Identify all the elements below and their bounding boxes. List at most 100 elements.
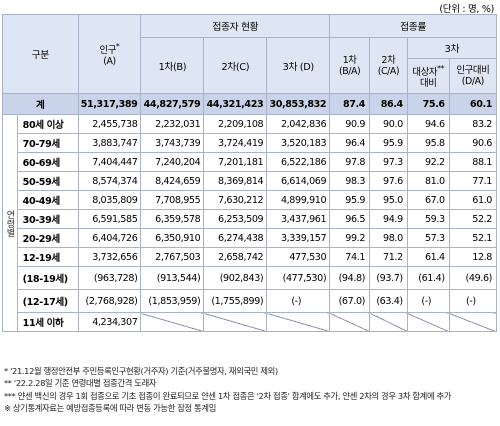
dose1-cell: 7,240,204 <box>140 152 205 172</box>
rate2-header: 2차 (C/A) <box>369 37 408 94</box>
age-label: 60-69세 <box>16 152 79 172</box>
dose1-cell: (913,544) <box>140 266 205 290</box>
population-cell: (963,728) <box>77 266 142 290</box>
age-label: 20-29세 <box>16 228 79 248</box>
dose2-cell: 7,201,181 <box>203 152 268 172</box>
rate3-target-cell: 61.4 <box>406 247 450 267</box>
empty-cell <box>203 312 268 332</box>
dose3-cell: (477,530) <box>266 266 331 290</box>
rate3-target-cell: 59.3 <box>406 209 450 229</box>
age-label: 12-19세 <box>16 247 79 267</box>
rate2-cell: 98.0 <box>369 228 408 248</box>
dose1-cell: (1,853,959) <box>140 289 205 313</box>
population-cell: 6,404,726 <box>77 228 142 248</box>
dose2-cell: 8,369,814 <box>203 171 268 191</box>
population-cell: (2,768,928) <box>77 289 142 313</box>
footnote: ※ 상기통계자료는 예방접종등록에 따라 변동 가능한 잠정 통계임 <box>4 402 216 413</box>
total-population: 51,317,389 <box>77 93 142 115</box>
table-row: 11세 이하 4,234,307 <box>3 312 498 332</box>
population-cell: 8,035,809 <box>77 190 142 210</box>
age-group-label: 연령별 <box>2 114 18 332</box>
dose1-cell: 8,424,659 <box>140 171 205 191</box>
rate3-target-cell: 92.2 <box>406 152 450 172</box>
dose3-header: 3차 (D) <box>266 37 331 94</box>
empty-cell <box>406 312 450 332</box>
age-label: 80세 이상 <box>16 114 79 134</box>
age-label: (18-19세) <box>16 266 79 290</box>
rate3-target-cell: (-) <box>406 289 450 313</box>
dose1-cell: 3,743,739 <box>140 133 205 153</box>
table-row: 40-49세 8,035,809 7,708,955 7,630,212 4,8… <box>3 190 498 210</box>
footnote: * '21.12월 행정안전부 주민등록인구현황(거주자) 기준(거주불명자, … <box>4 366 278 376</box>
rate1-cell: 97.8 <box>329 152 371 172</box>
table-row: 12-19세 3,732,656 2,767,503 2,658,742 477… <box>3 247 498 267</box>
rate3-target-cell: 81.0 <box>406 171 450 191</box>
rate3-pop-cell: 52.2 <box>448 209 498 229</box>
dose3-cell: (-) <box>266 289 331 313</box>
empty-cell <box>266 312 331 332</box>
dose2-cell: 7,630,212 <box>203 190 268 210</box>
dose1-header: 1차(B) <box>140 37 205 94</box>
dose1-cell: 6,359,578 <box>140 209 205 229</box>
dose1-cell: 6,350,910 <box>140 228 205 248</box>
rate1-cell: 96.5 <box>329 209 371 229</box>
rate1-cell: 96.4 <box>329 133 371 153</box>
dose3-cell: 3,520,183 <box>266 133 331 153</box>
rate3-pop-header: 인구대비 (D/A) <box>448 58 498 94</box>
rate3-pop-cell: 88.1 <box>448 152 498 172</box>
rate3-pop-cell: 61.0 <box>448 190 498 210</box>
rate2-cell: 71.2 <box>369 247 408 267</box>
table-row: 70-79세 3,883,747 3,743,739 3,724,419 3,5… <box>3 133 498 153</box>
dose2-cell: 2,658,742 <box>203 247 268 267</box>
footnotes: * '21.12월 행정안전부 주민등록인구현황(거주자) 기준(거주불명자, … <box>4 365 498 414</box>
age-label: 40-49세 <box>16 190 79 210</box>
dose3-cell: 6,614,069 <box>266 171 331 191</box>
rate2-cell: (63.4) <box>369 289 408 313</box>
rate3-pop-cell: 77.1 <box>448 171 498 191</box>
age-label: 11세 이하 <box>16 312 79 332</box>
rate-header: 접종률 <box>329 14 497 38</box>
dose3-cell: 2,042,836 <box>266 114 331 134</box>
dose3-cell: 3,339,157 <box>266 228 331 248</box>
dose2-cell: 2,209,108 <box>203 114 268 134</box>
population-cell: 6,591,585 <box>77 209 142 229</box>
dose2-header: 2차(C) <box>203 37 268 94</box>
empty-cell <box>329 312 371 332</box>
rate2-cell: 97.3 <box>369 152 408 172</box>
rate3-pop-cell: (49.6) <box>448 266 498 290</box>
population-cell: 7,404,447 <box>77 152 142 172</box>
rate2-cell: 95.9 <box>369 133 408 153</box>
empty-cell <box>140 312 205 332</box>
rate3-target-cell: 57.3 <box>406 228 450 248</box>
rate3-header: 3차 <box>406 37 498 59</box>
rate1-cell: 95.9 <box>329 190 371 210</box>
rate1-cell: (94.8) <box>329 266 371 290</box>
rate2-cell: (93.7) <box>369 266 408 290</box>
rate3-target-cell: 67.0 <box>406 190 450 210</box>
table-row: 60-69세 7,404,447 7,240,204 7,201,181 6,5… <box>3 152 498 172</box>
population-cell: 3,883,747 <box>77 133 142 153</box>
population-cell: 4,234,307 <box>77 312 142 332</box>
dose1-cell: 7,708,955 <box>140 190 205 210</box>
dose2-cell: (1,755,899) <box>203 289 268 313</box>
rate3-target-cell: 95.8 <box>406 133 450 153</box>
table-row: 20-29세 6,404,726 6,350,910 6,274,438 3,3… <box>3 228 498 248</box>
footnote: ** '22.2.28일 기준 연령대별 접종간격 도래자 <box>4 378 157 389</box>
dose1-cell: 2,767,503 <box>140 247 205 267</box>
rate1-cell: 98.3 <box>329 171 371 191</box>
rate3-pop-cell: 12.8 <box>448 247 498 267</box>
rate1-cell: 99.2 <box>329 228 371 248</box>
empty-cell <box>448 312 498 332</box>
rate2-cell: 94.9 <box>369 209 408 229</box>
rate1-cell: 74.1 <box>329 247 371 267</box>
population-cell: 2,455,738 <box>77 114 142 134</box>
rate1-cell: 90.9 <box>329 114 371 134</box>
table-row: (12-17세) (2,768,928) (1,853,959) (1,755,… <box>3 289 498 313</box>
total-dose2: 44,321,423 <box>203 93 268 115</box>
total-dose3: 30,853,832 <box>266 93 331 115</box>
population-header: 인구* (A) <box>77 14 142 94</box>
total-row: 계 51,317,389 44,827,579 44,321,423 30,85… <box>2 93 498 115</box>
rate1-header: 1차 (B/A) <box>329 37 371 94</box>
dose2-cell: 6,253,509 <box>203 209 268 229</box>
dose1-cell: 2,232,031 <box>140 114 205 134</box>
